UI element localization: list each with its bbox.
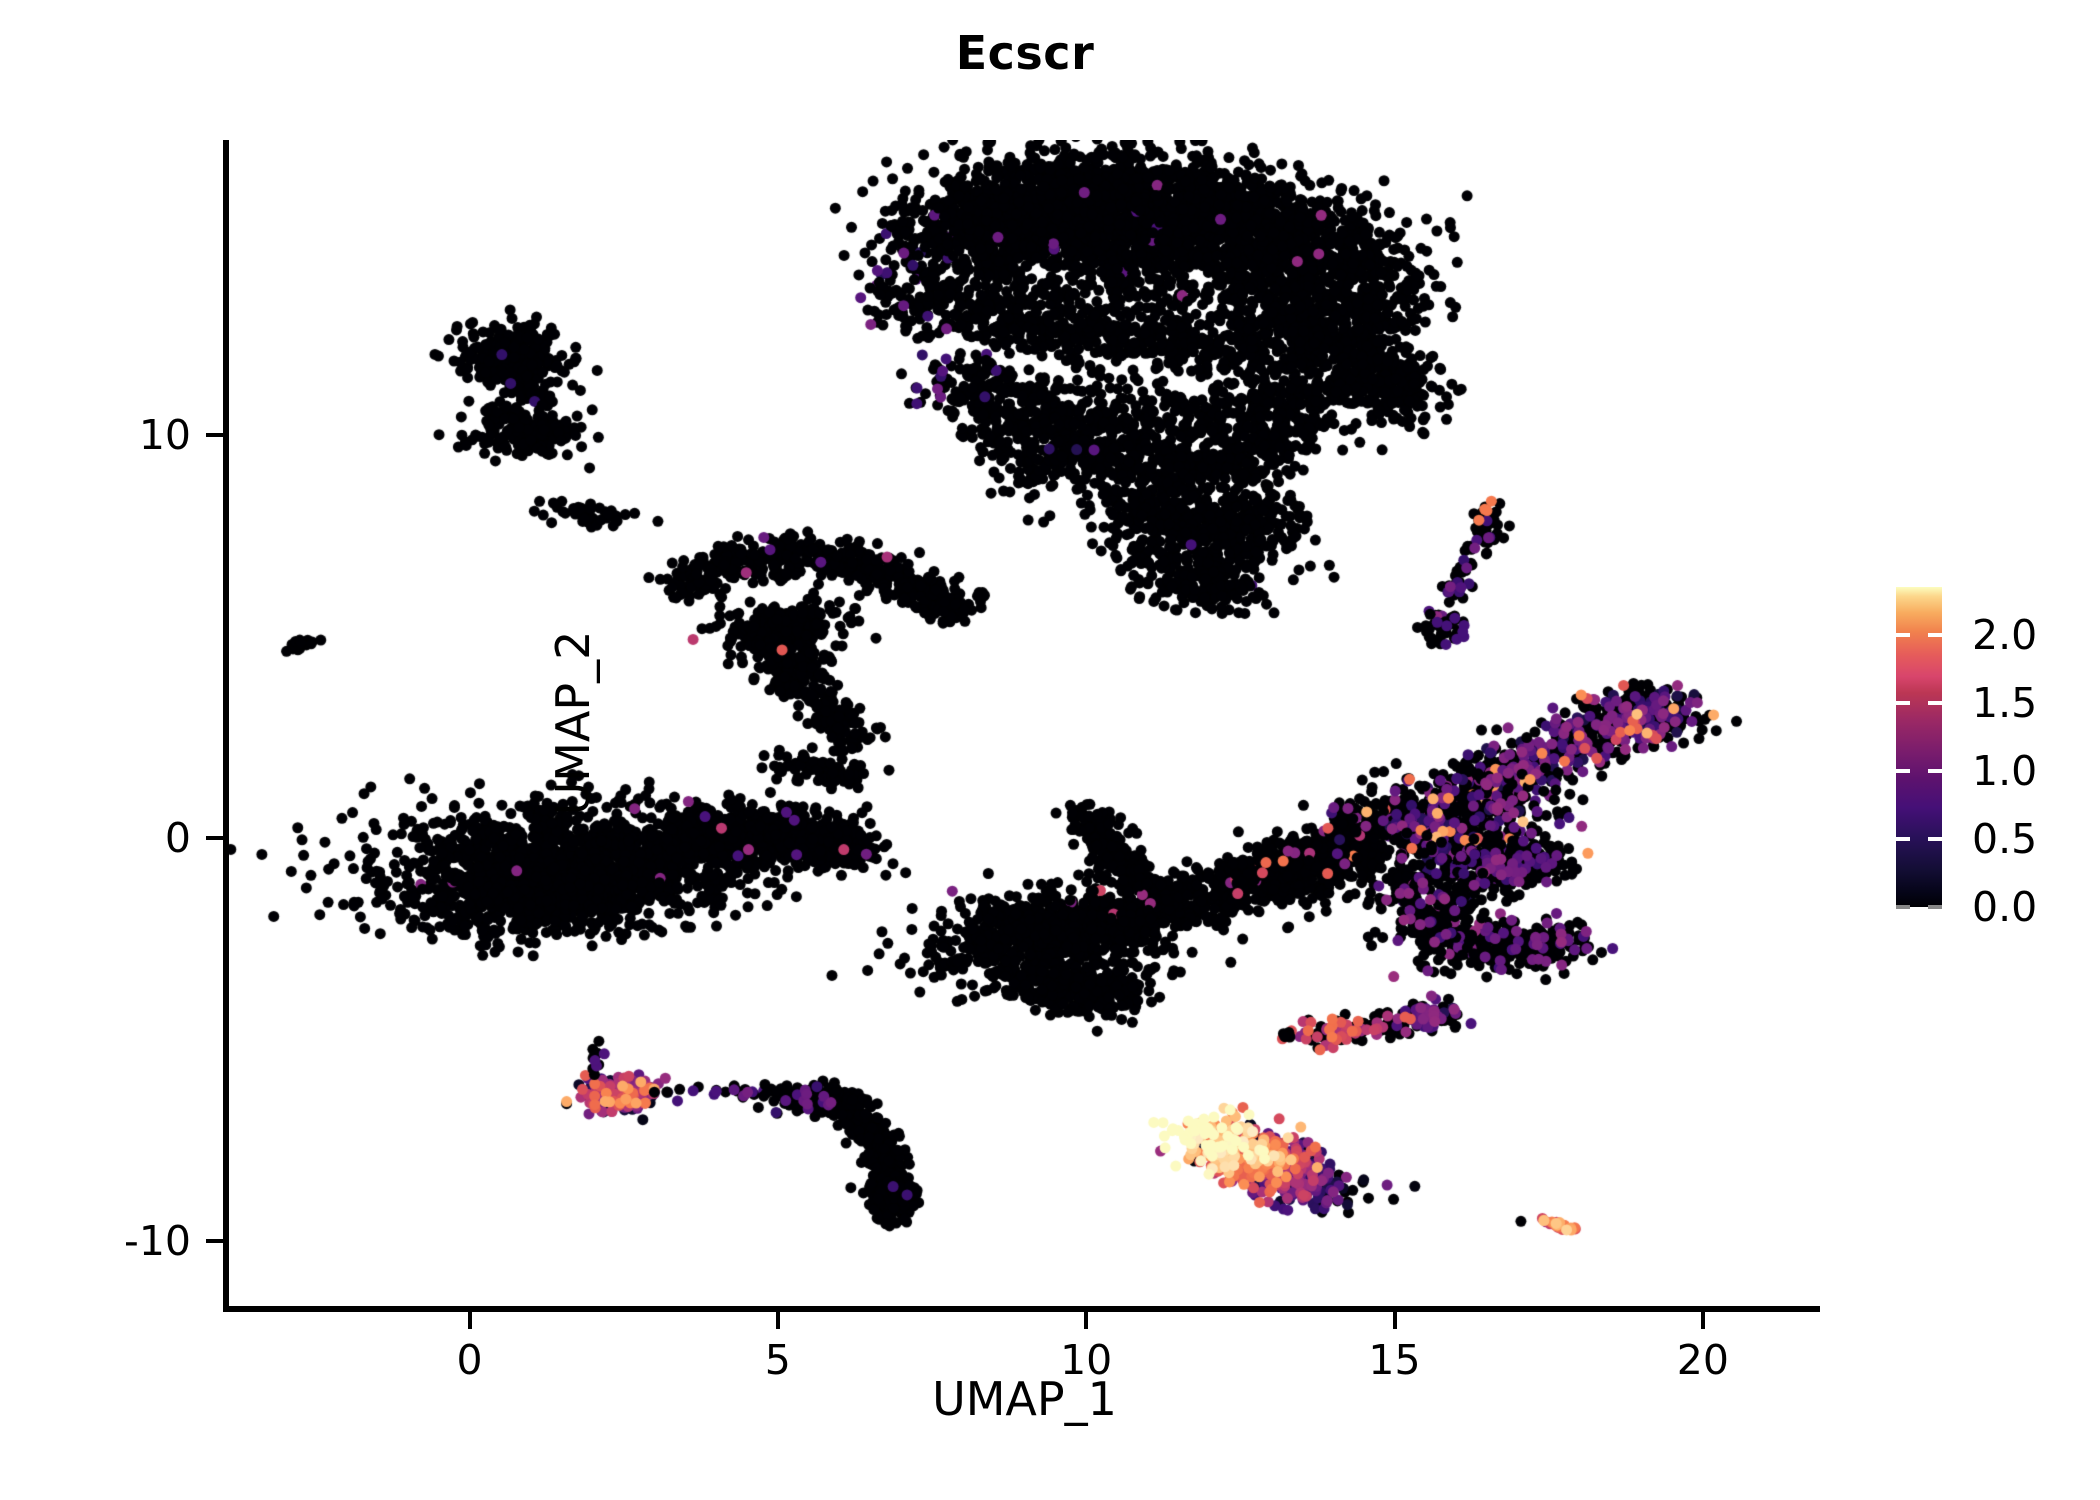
x-tick-label: 0 [456,1336,483,1384]
colorbar-tick [1928,632,1942,637]
x-tick [467,1312,472,1329]
x-axis-spine [223,1306,1820,1312]
x-tick-label: 20 [1676,1336,1729,1384]
x-tick-label: 15 [1368,1336,1421,1384]
page-title: Ecscr [955,26,1095,80]
x-tick-label: 5 [764,1336,791,1384]
plot-axes: 0 5 10 15 20 -10 0 10 [124,140,1820,1384]
colorbar: 0.0 0.5 1.0 1.5 2.0 [1896,587,2066,931]
colorbar-tick [1928,836,1942,841]
y-tick-label: -10 [124,1217,191,1266]
colorbar-tick-label: 1.5 [1972,678,2038,727]
x-tick [1700,1312,1705,1329]
colorbar-tick [1896,836,1910,841]
colorbar-tick [1896,700,1910,705]
colorbar-tick [1896,905,1910,909]
y-tick-label: 10 [138,410,191,459]
colorbar-tick-label: 1.0 [1972,746,2038,795]
colorbar-gradient [1896,587,1942,907]
colorbar-tick-label: 0.0 [1972,883,2038,931]
x-tick [775,1312,780,1329]
colorbar-tick-label: 0.5 [1972,814,2038,863]
x-tick-label: 10 [1060,1336,1113,1384]
x-tick [1084,1312,1089,1329]
y-tick [206,835,223,840]
colorbar-tick [1896,632,1910,637]
y-axis-label: UMAP_2 [546,630,600,816]
scatter-canvas [229,140,1820,1306]
x-tick [1392,1312,1397,1329]
colorbar-tick [1896,768,1910,773]
x-axis-label: UMAP_1 [932,1372,1117,1426]
y-tick-label: 0 [164,813,191,862]
colorbar-tick [1928,905,1942,909]
y-tick [206,1239,223,1244]
y-axis-spine [223,140,229,1306]
colorbar-tick-label: 2.0 [1972,610,2038,659]
colorbar-tick [1928,768,1942,773]
y-tick [206,432,223,437]
colorbar-tick [1928,700,1942,705]
